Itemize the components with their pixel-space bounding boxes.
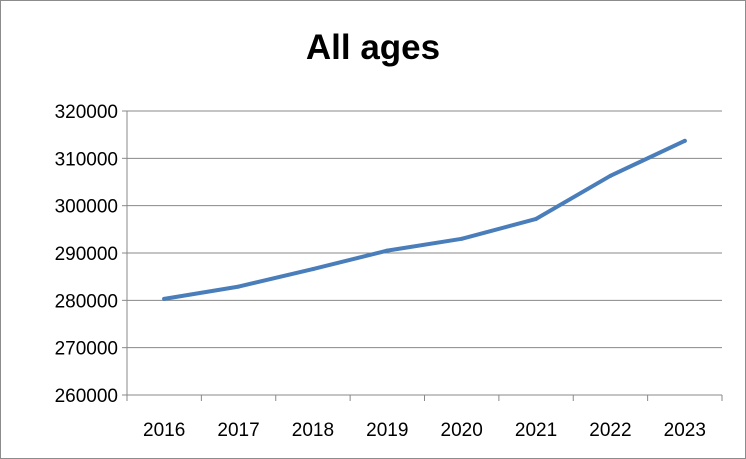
data-point-2021 xyxy=(534,216,539,221)
chart-title: All ages xyxy=(305,28,441,67)
data-point-2020 xyxy=(459,236,464,241)
x-tick-label-2019: 2019 xyxy=(366,420,408,441)
y-tick-label-320000: 320000 xyxy=(55,102,118,123)
x-tick-label-2016: 2016 xyxy=(143,420,185,441)
data-point-2016 xyxy=(162,296,167,301)
y-tick-label-270000: 270000 xyxy=(55,339,118,360)
data-point-2017 xyxy=(236,284,241,289)
y-tick-label-290000: 290000 xyxy=(55,244,118,265)
x-tick-label-2021: 2021 xyxy=(515,420,557,441)
data-point-2022 xyxy=(608,173,613,178)
data-point-2023 xyxy=(682,138,687,143)
x-tick-label-2023: 2023 xyxy=(664,420,706,441)
x-tick-label-2020: 2020 xyxy=(441,420,483,441)
series-line-0 xyxy=(162,138,687,301)
y-tick-label-300000: 300000 xyxy=(55,197,118,218)
y-tick-label-280000: 280000 xyxy=(55,291,118,312)
data-point-2018 xyxy=(310,267,315,272)
y-tick-label-260000: 260000 xyxy=(55,386,118,407)
x-tick-label-2017: 2017 xyxy=(217,420,259,441)
data-point-2019 xyxy=(385,248,390,253)
x-tick-label-2022: 2022 xyxy=(589,420,631,441)
y-tick-label-310000: 310000 xyxy=(55,149,118,170)
x-tick-label-2018: 2018 xyxy=(292,420,334,441)
